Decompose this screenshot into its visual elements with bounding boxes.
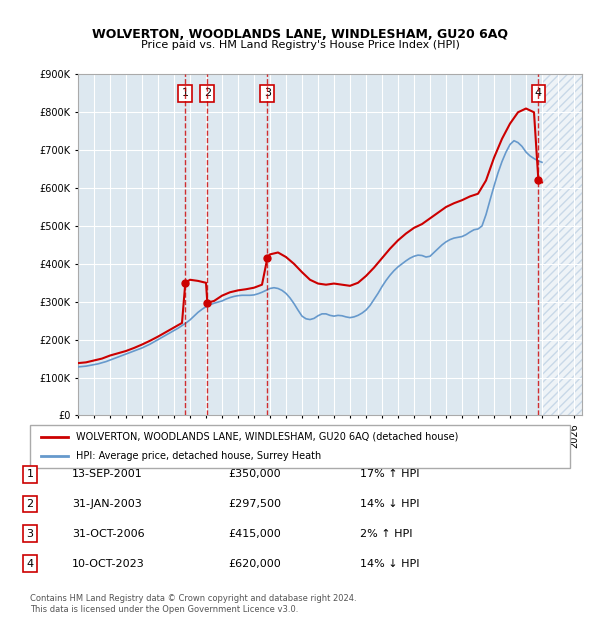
Text: 2: 2: [204, 88, 211, 99]
Text: 1: 1: [182, 88, 189, 99]
Text: £620,000: £620,000: [228, 559, 281, 569]
Text: WOLVERTON, WOODLANDS LANE, WINDLESHAM, GU20 6AQ: WOLVERTON, WOODLANDS LANE, WINDLESHAM, G…: [92, 28, 508, 41]
Text: 4: 4: [535, 88, 542, 99]
Text: 14% ↓ HPI: 14% ↓ HPI: [360, 559, 419, 569]
Text: 17% ↑ HPI: 17% ↑ HPI: [360, 469, 419, 479]
Text: 3: 3: [264, 88, 271, 99]
Text: 2: 2: [26, 499, 34, 509]
Text: 1: 1: [26, 469, 34, 479]
Text: 3: 3: [26, 529, 34, 539]
Bar: [542, 74, 582, 415]
Text: 14% ↓ HPI: 14% ↓ HPI: [360, 499, 419, 509]
Text: 31-OCT-2006: 31-OCT-2006: [72, 529, 145, 539]
Text: 4: 4: [26, 559, 34, 569]
Text: £350,000: £350,000: [228, 469, 281, 479]
Text: 10-OCT-2023: 10-OCT-2023: [72, 559, 145, 569]
Text: £297,500: £297,500: [228, 499, 281, 509]
FancyBboxPatch shape: [30, 425, 570, 468]
Text: £415,000: £415,000: [228, 529, 281, 539]
Text: WOLVERTON, WOODLANDS LANE, WINDLESHAM, GU20 6AQ (detached house): WOLVERTON, WOODLANDS LANE, WINDLESHAM, G…: [76, 432, 458, 442]
Bar: [542, 74, 582, 415]
Text: Price paid vs. HM Land Registry's House Price Index (HPI): Price paid vs. HM Land Registry's House …: [140, 40, 460, 50]
Text: 2% ↑ HPI: 2% ↑ HPI: [360, 529, 413, 539]
Text: HPI: Average price, detached house, Surrey Heath: HPI: Average price, detached house, Surr…: [76, 451, 321, 461]
Text: 13-SEP-2001: 13-SEP-2001: [72, 469, 143, 479]
Text: 31-JAN-2003: 31-JAN-2003: [72, 499, 142, 509]
Text: Contains HM Land Registry data © Crown copyright and database right 2024.
This d: Contains HM Land Registry data © Crown c…: [30, 595, 356, 614]
